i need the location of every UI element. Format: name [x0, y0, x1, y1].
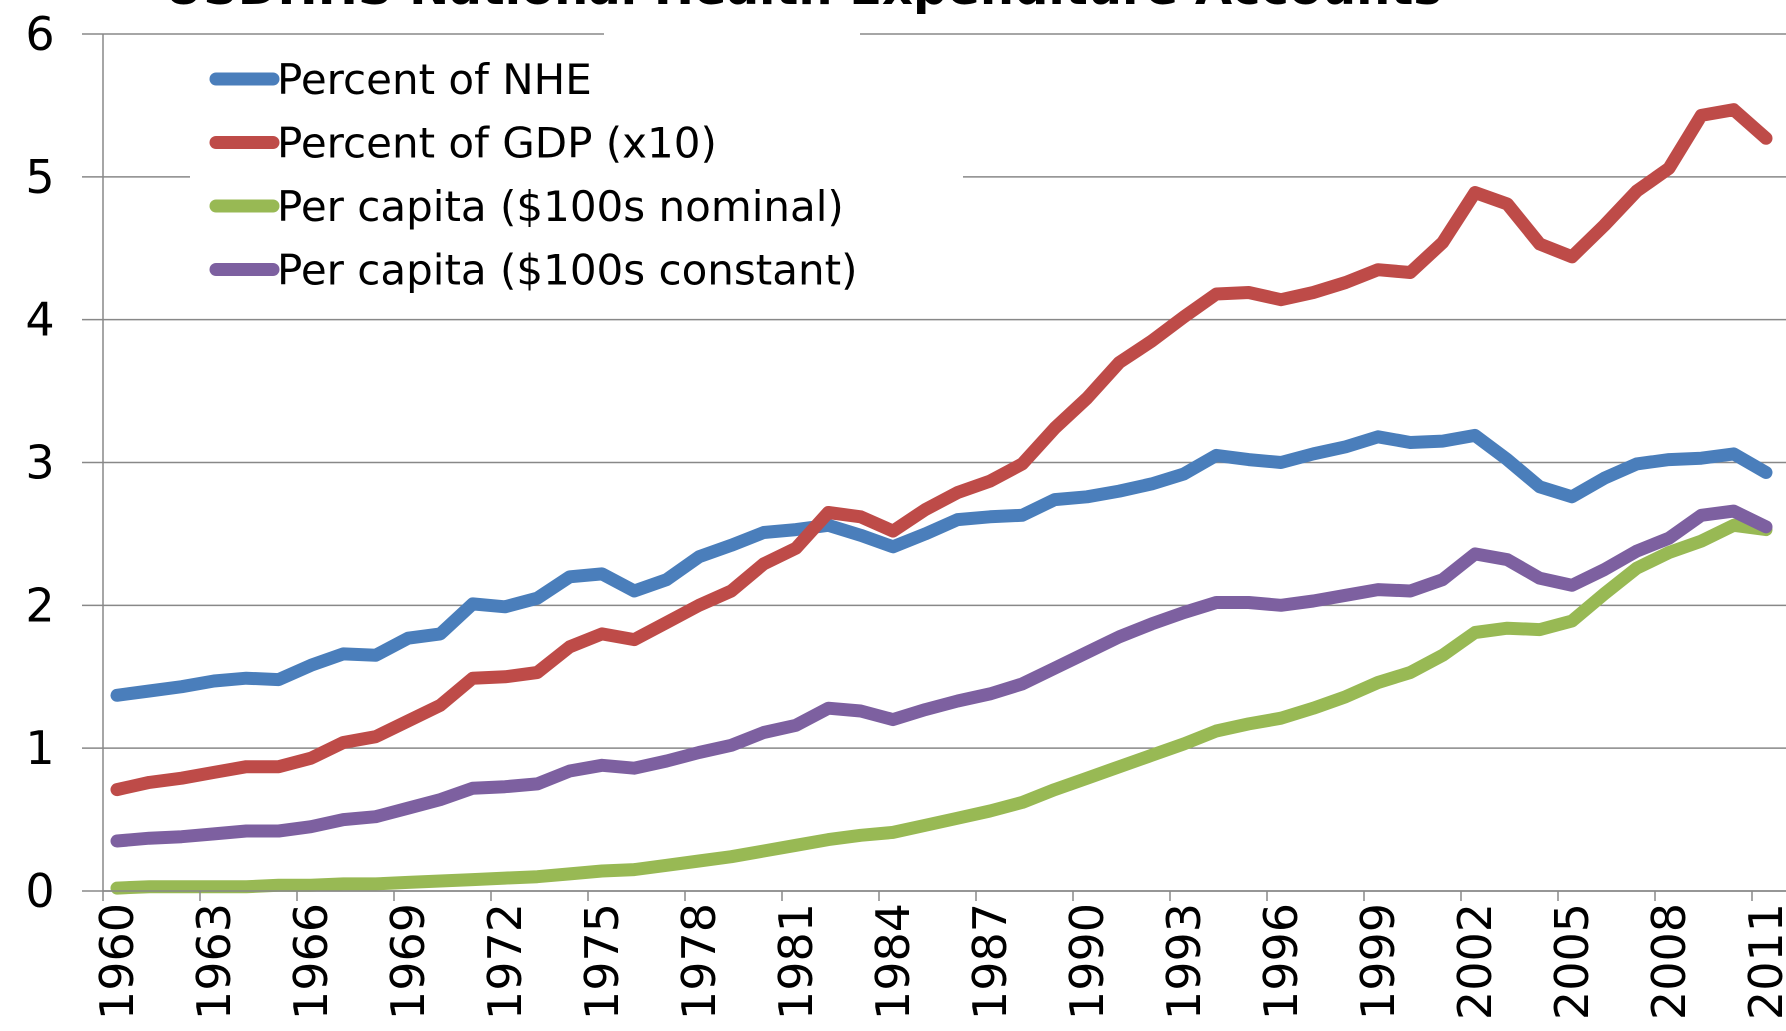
legend-label: Per capita ($100s nominal)	[277, 182, 844, 231]
x-tick-label: 2011	[1739, 903, 1786, 1020]
x-tick-label: 2005	[1545, 903, 1599, 1020]
y-tick-label: 3	[25, 436, 54, 490]
axes: 0 1 2 3 4 5 6 1960 1963 1966 1969 1972 1975 1978 1981 1…	[25, 7, 1786, 1020]
data-line	[110, 428, 1773, 702]
legend: Percent of NHE Percent of GDP (x10) Per ca…	[190, 40, 963, 302]
legend-label: Per capita ($100s constant)	[277, 246, 857, 295]
legend-background	[190, 40, 963, 302]
x-tick-label: 1996	[1254, 903, 1308, 1020]
x-tick-label: 2008	[1642, 903, 1696, 1020]
x-tick-label: 1984	[866, 903, 920, 1020]
lines	[110, 103, 1773, 895]
x-tick-label: 2002	[1448, 903, 1502, 1020]
x-tick-label: 1969	[381, 903, 435, 1020]
data-line	[110, 103, 1773, 797]
title-background	[604, 0, 860, 40]
x-tick-label: 1975	[575, 903, 629, 1020]
x-tick-label: 1987	[963, 903, 1017, 1020]
x-tick-label: 1981	[769, 903, 823, 1020]
y-tick-label: 0	[25, 864, 54, 918]
x-tick-label: 1990	[1060, 903, 1114, 1020]
y-tick-label: 5	[25, 150, 54, 204]
y-tick-label: 2	[25, 578, 54, 632]
y-tick-label: 6	[25, 7, 54, 61]
x-tick-label: 1963	[187, 903, 241, 1020]
x-tick-label: 1960	[90, 903, 144, 1020]
legend-label: Percent of NHE	[277, 55, 592, 104]
data-line	[110, 518, 1773, 895]
x-tick-label: 1999	[1351, 903, 1405, 1020]
chart-title: USDHHS National Health Expenditure Accou…	[164, 0, 1442, 16]
legend-label: Percent of GDP (x10)	[277, 119, 717, 168]
x-tick-label: 1972	[478, 903, 532, 1020]
x-tick-label: 1993	[1157, 903, 1211, 1020]
y-tick-label: 4	[25, 293, 54, 347]
x-tick-label: 1966	[284, 903, 338, 1020]
y-tick-label: 1	[25, 721, 54, 775]
data-line	[110, 504, 1773, 848]
x-tick-label: 1978	[672, 903, 726, 1020]
